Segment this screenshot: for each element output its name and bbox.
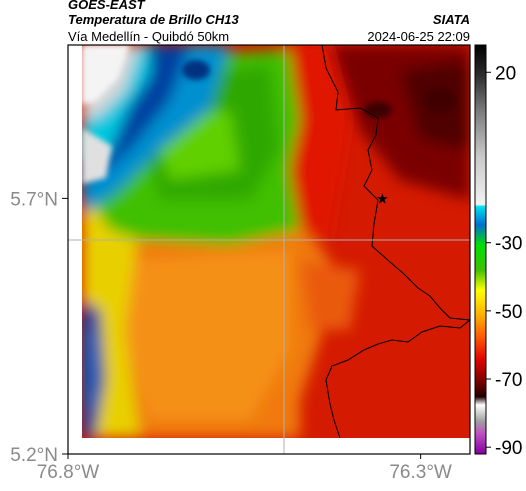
colorbar-border	[474, 44, 487, 455]
lat-tick-label: 5.7°N	[10, 189, 58, 210]
star-icon: ★	[376, 191, 389, 207]
colorbar-tick-label: -90	[495, 438, 522, 459]
colorbar-tick-label: -50	[495, 302, 522, 323]
department-boundary-south	[325, 319, 470, 438]
product-title: Temperatura de Brillo CH13	[68, 12, 239, 27]
brightness-temperature-field	[82, 45, 470, 438]
lat-tick-label: 5.2°N	[10, 445, 58, 466]
org-label: SIATA	[432, 12, 470, 27]
department-boundary	[321, 45, 470, 321]
lon-tick-label: 76.8°W	[37, 462, 100, 483]
latitude-ticks: 5.7°N 5.2°N	[10, 189, 68, 466]
colorbar-tick-label: -30	[495, 234, 522, 255]
lon-tick-label: 76.3°W	[389, 462, 452, 483]
colorbar-tick-label: 20	[495, 63, 516, 84]
region-subtitle: Vía Medellín - Quibdó 50km	[68, 29, 230, 44]
satellite-title: GOES-EAST	[68, 0, 145, 12]
colorbar	[475, 45, 486, 454]
colorbar-tick-label: -70	[495, 370, 522, 391]
colorbar-ticks: 20 -30 -50 -70 -90	[486, 63, 522, 459]
map-border	[67, 44, 471, 455]
longitude-ticks: 76.8°W 76.3°W	[37, 454, 452, 483]
datetime-label: 2024-06-25 22:09	[367, 29, 470, 44]
